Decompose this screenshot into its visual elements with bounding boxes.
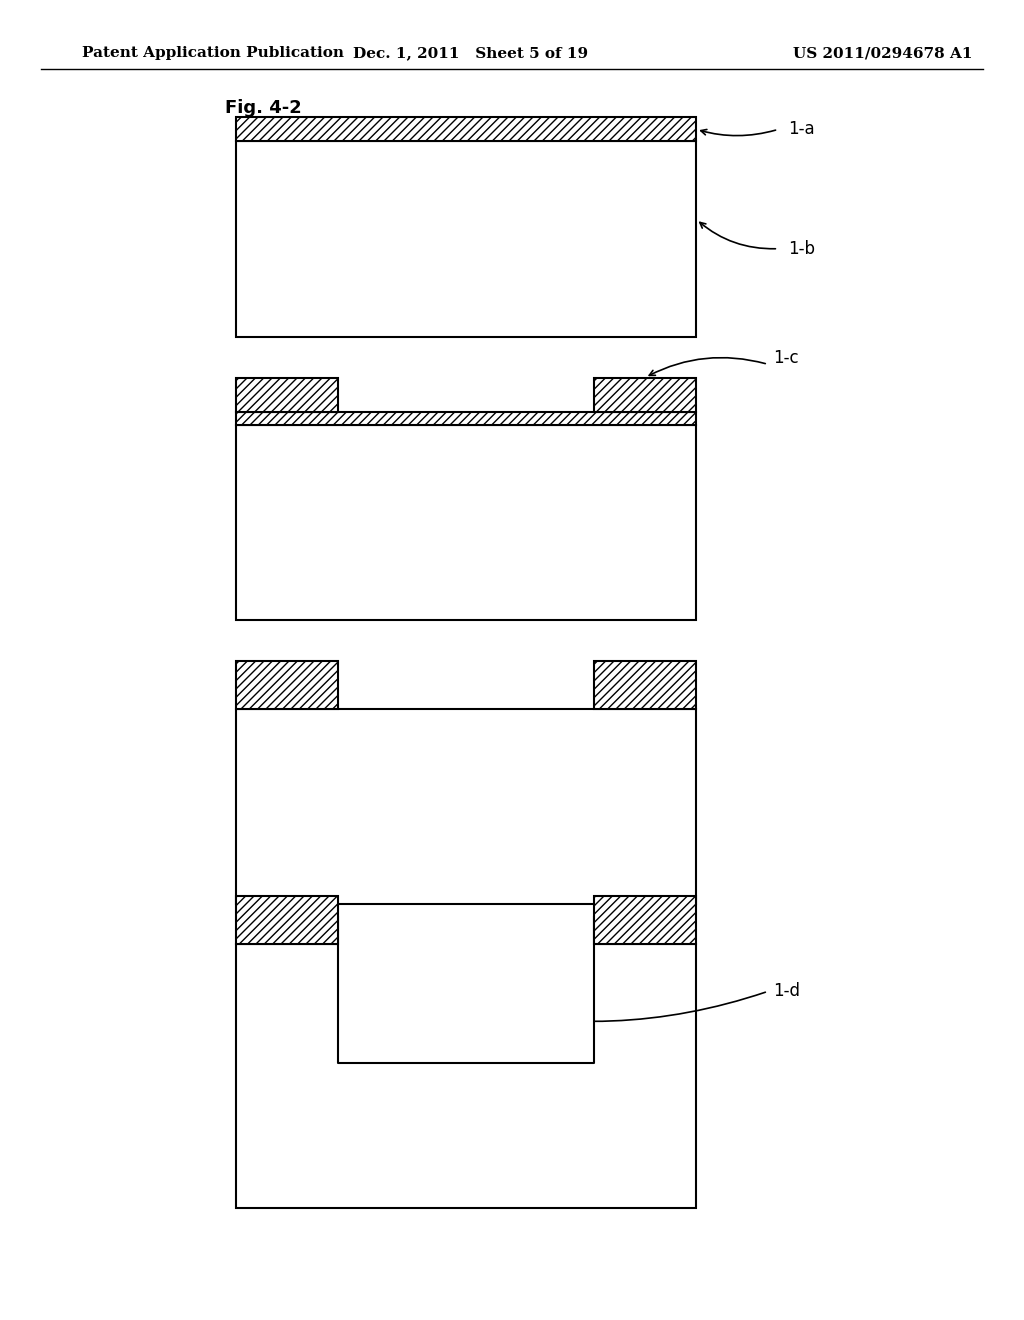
Text: Dec. 1, 2011   Sheet 5 of 19: Dec. 1, 2011 Sheet 5 of 19 <box>353 46 589 61</box>
Bar <box>236 117 696 141</box>
Text: Fig. 4-2: Fig. 4-2 <box>225 99 302 117</box>
Text: 1-a: 1-a <box>788 120 815 139</box>
Bar <box>594 661 696 709</box>
Text: 1-b: 1-b <box>788 240 815 257</box>
Text: 1-d: 1-d <box>773 982 800 1001</box>
Bar <box>236 661 338 709</box>
Bar <box>236 141 696 337</box>
Bar <box>594 378 696 412</box>
Text: Patent Application Publication: Patent Application Publication <box>82 46 344 61</box>
Bar <box>236 425 696 620</box>
Bar <box>236 896 338 944</box>
Text: US 2011/0294678 A1: US 2011/0294678 A1 <box>794 46 973 61</box>
Bar <box>236 378 338 412</box>
Bar <box>236 709 696 904</box>
Text: 1-c: 1-c <box>773 348 799 367</box>
Bar <box>594 896 696 944</box>
Bar <box>236 944 696 1208</box>
Bar <box>338 917 594 1063</box>
Bar <box>236 412 696 425</box>
